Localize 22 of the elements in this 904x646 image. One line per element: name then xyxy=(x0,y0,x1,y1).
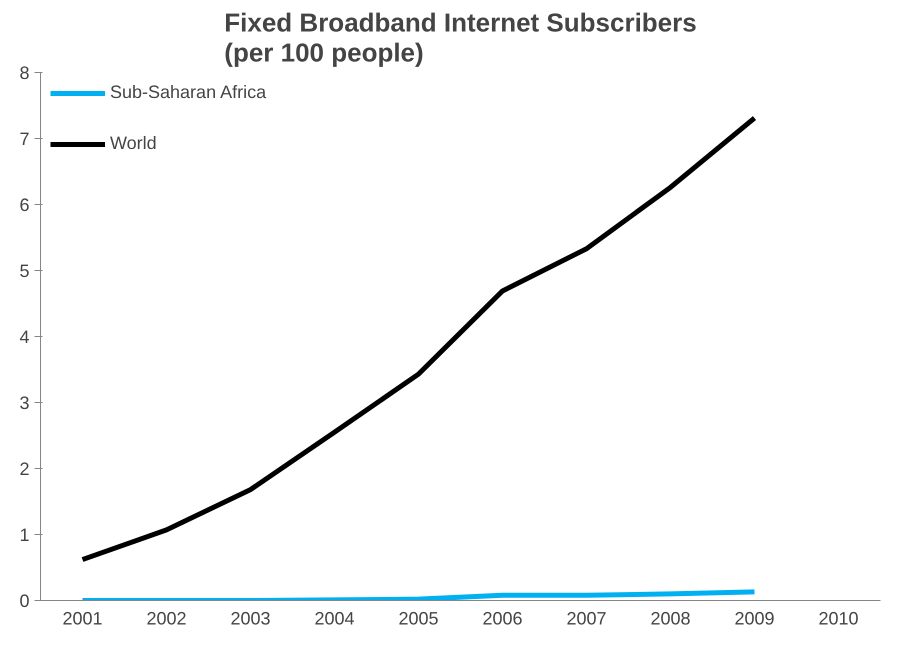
y-tick-label: 4 xyxy=(19,327,30,347)
y-tick-label: 6 xyxy=(19,195,30,215)
x-tick-label: 2008 xyxy=(650,608,691,628)
x-tick-label: 2004 xyxy=(314,608,355,628)
y-tick-label: 5 xyxy=(19,261,30,281)
y-tick-label: 0 xyxy=(19,591,30,611)
x-tick-label: 2003 xyxy=(230,608,271,628)
x-tick-label: 2005 xyxy=(398,608,439,628)
chart-title: Fixed Broadband Internet Subscribers (per 100 people) xyxy=(224,8,697,68)
x-tick-label: 2007 xyxy=(566,608,607,628)
y-tick-label: 2 xyxy=(19,459,30,479)
y-tick-label: 3 xyxy=(19,393,30,413)
legend-label: World xyxy=(110,133,157,154)
y-tick-label: 8 xyxy=(19,63,30,83)
x-tick-label: 2010 xyxy=(818,608,859,628)
x-tick-label: 2001 xyxy=(62,608,103,628)
x-tick-label: 2006 xyxy=(482,608,523,628)
x-tick-label: 2009 xyxy=(734,608,775,628)
y-tick-label: 1 xyxy=(19,525,30,545)
y-tick-label: 7 xyxy=(19,129,30,149)
x-tick-label: 2002 xyxy=(146,608,187,628)
legend-label: Sub-Saharan Africa xyxy=(110,82,266,103)
